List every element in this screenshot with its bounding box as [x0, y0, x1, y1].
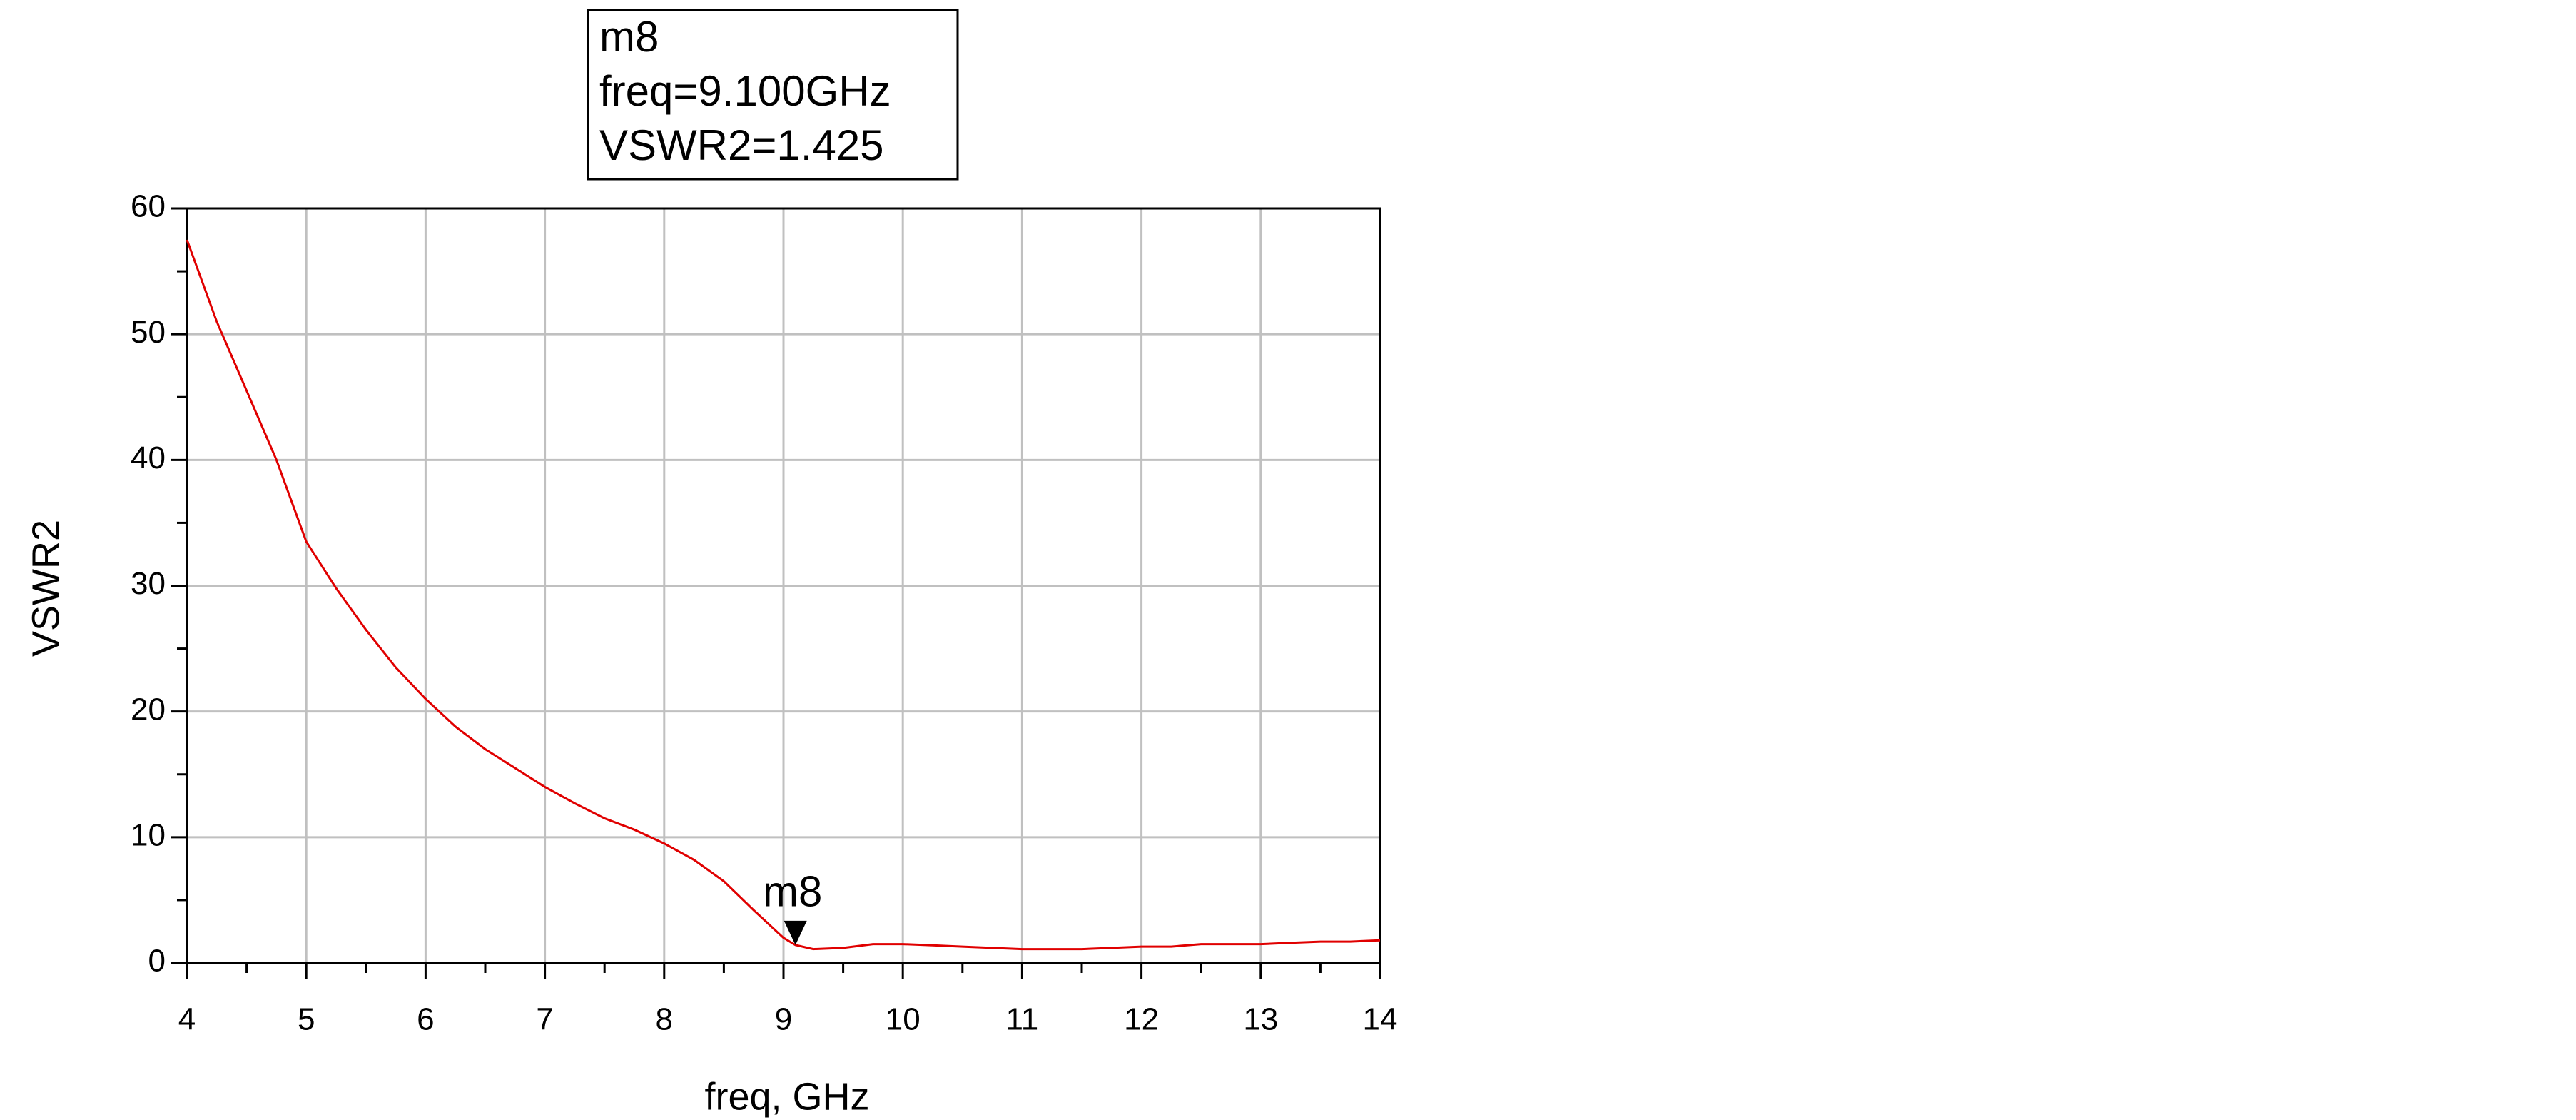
x-axis-label: freq, GHz — [704, 1075, 869, 1118]
marker-box-name: m8 — [599, 13, 659, 61]
x-tick-label: 8 — [656, 1002, 673, 1037]
y-tick-label: 40 — [131, 440, 166, 475]
x-tick-label: 13 — [1243, 1002, 1278, 1037]
y-tick-label: 10 — [131, 817, 166, 852]
y-tick-label: 30 — [131, 566, 166, 601]
marker-box-value: VSWR2=1.425 — [599, 121, 884, 169]
marker-box — [587, 9, 959, 181]
x-tick-label: 5 — [298, 1002, 315, 1037]
x-tick-label: 7 — [536, 1002, 553, 1037]
x-tick-label: 11 — [1006, 1002, 1039, 1037]
marker-label: m8 — [763, 868, 822, 916]
x-tick-label: 6 — [417, 1002, 434, 1037]
y-tick-label: 0 — [148, 944, 166, 979]
y-axis-label: VSWR2 — [24, 520, 67, 657]
y-tick-label: 60 — [131, 189, 166, 224]
x-tick-label: 9 — [775, 1002, 792, 1037]
x-tick-label: 12 — [1124, 1002, 1159, 1037]
y-tick-label: 50 — [131, 315, 166, 350]
marker-triangle — [784, 920, 807, 945]
y-tick-label: 20 — [131, 692, 166, 727]
series-line — [186, 239, 1381, 951]
plot-frame — [186, 207, 1381, 964]
x-tick-label: 14 — [1363, 1002, 1398, 1037]
marker-box-freq: freq=9.100GHz — [599, 67, 891, 115]
x-tick-label: 10 — [886, 1002, 921, 1037]
x-tick-label: 4 — [178, 1002, 196, 1037]
